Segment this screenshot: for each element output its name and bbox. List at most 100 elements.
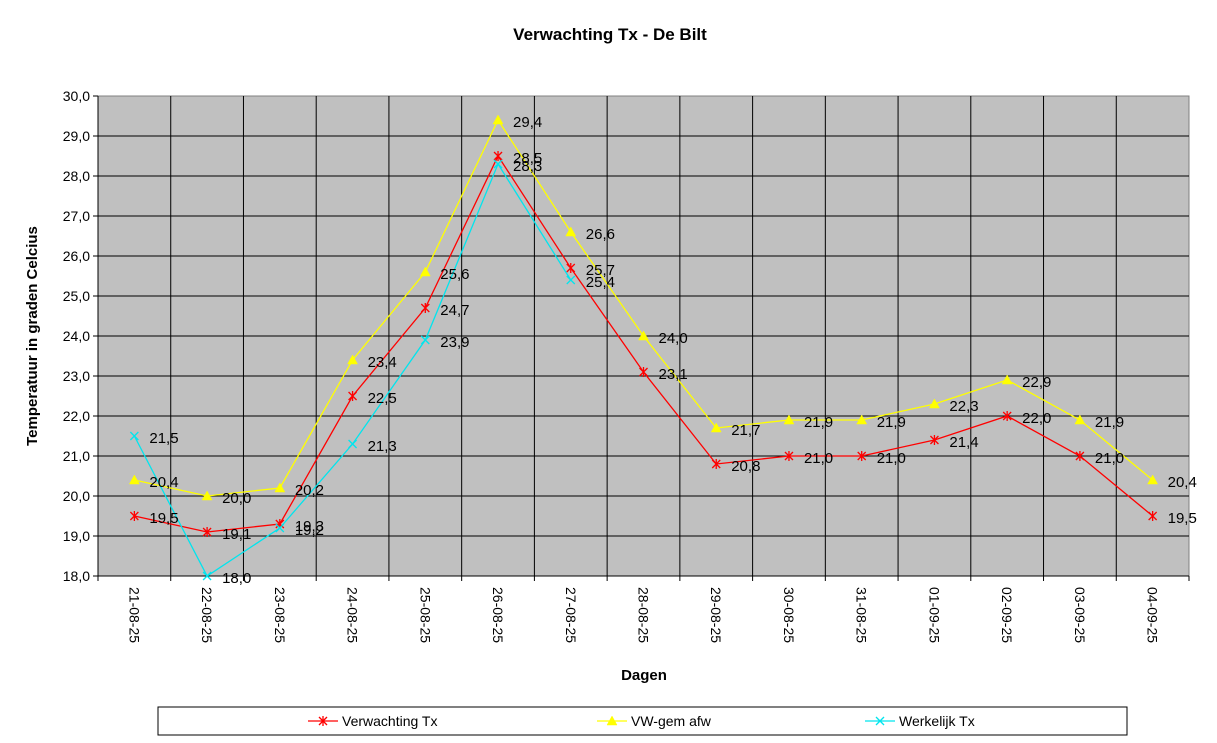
axes [93, 95, 1190, 581]
data-label: 28,3 [513, 158, 542, 175]
data-point [857, 451, 867, 461]
y-tick-label: 23,0 [63, 368, 90, 384]
x-tick-label: 24-08-25 [345, 587, 361, 643]
data-label: 25,7 [586, 262, 615, 279]
data-label: 21,9 [804, 414, 833, 431]
data-point [202, 571, 212, 581]
y-tick-label: 28,0 [63, 168, 90, 184]
y-tick-label: 30,0 [63, 88, 90, 104]
y-axis-title: Temperatuur in graden Celcius [24, 226, 41, 446]
data-label: 19,5 [149, 510, 178, 527]
data-label: 20,4 [1168, 474, 1197, 491]
y-tick-label: 20,0 [63, 488, 90, 504]
y-tick-label: 27,0 [63, 208, 90, 224]
data-label: 28,5 [513, 150, 542, 167]
y-tick-label: 29,0 [63, 128, 90, 144]
data-point [420, 335, 430, 345]
x-tick-label: 27-08-25 [563, 587, 579, 643]
data-point [1074, 414, 1086, 425]
data-point [420, 303, 430, 313]
x-tick-label: 01-09-25 [926, 587, 942, 643]
x-tick-label: 26-08-25 [490, 587, 506, 643]
data-label: 19,3 [295, 518, 324, 535]
data-point [348, 439, 358, 449]
data-point [565, 226, 577, 237]
y-tick-label: 24,0 [63, 328, 90, 344]
data-label: 20,0 [222, 490, 251, 507]
y-tick-label: 21,0 [63, 448, 90, 464]
data-label: 20,2 [295, 482, 324, 499]
chart-title: Verwachting Tx - De Bilt [513, 25, 707, 44]
data-point [639, 367, 648, 377]
x-tick-label: 22-08-25 [199, 587, 215, 643]
data-label: 21,4 [949, 434, 978, 451]
data-point [710, 422, 722, 433]
data-point [275, 523, 285, 533]
data-point [856, 414, 868, 425]
legend-label: Verwachting Tx [342, 713, 437, 729]
data-point [1001, 374, 1013, 385]
y-tick-label: 26,0 [63, 248, 90, 264]
x-tick-label: 23-08-25 [272, 587, 288, 643]
data-point [638, 330, 649, 341]
data-point [929, 398, 940, 409]
x-tick-label: 25-08-25 [417, 587, 433, 643]
data-point [783, 414, 795, 425]
data-point [128, 474, 140, 485]
x-axis-title: Dagen [621, 667, 667, 684]
y-tick-label: 19,0 [63, 528, 90, 544]
data-label: 22,5 [368, 390, 397, 407]
x-tick-label: 28-08-25 [636, 587, 652, 643]
x-tick-label: 29-08-25 [708, 587, 724, 643]
data-point [347, 354, 358, 365]
data-point [493, 151, 503, 161]
data-label: 21,9 [877, 414, 906, 431]
y-tick-label: 22,0 [63, 408, 90, 424]
data-label: 22,3 [949, 398, 978, 415]
data-label: 21,0 [804, 450, 833, 467]
data-point [129, 431, 139, 441]
data-point [129, 511, 139, 521]
data-label: 19,1 [222, 526, 251, 543]
data-label: 23,1 [659, 366, 688, 383]
data-point [1075, 451, 1085, 461]
data-label: 21,0 [1095, 450, 1124, 467]
x-tick-label: 31-08-25 [854, 587, 870, 643]
x-tick-labels: 21-08-25 22-08-25 23-08-25 24-08-25 25-08-25… [126, 587, 1160, 643]
data-label: 22,0 [1022, 410, 1051, 427]
data-label: 23,4 [368, 354, 397, 371]
data-label: 21,5 [149, 430, 178, 447]
y-tick-label: 18,0 [63, 568, 90, 584]
data-label: 19,2 [295, 522, 324, 539]
data-label: 21,0 [877, 450, 906, 467]
data-point [711, 459, 721, 469]
legend-items: Verwachting Tx VW-gem afw Werkelijk Tx [308, 713, 975, 729]
data-point [929, 435, 939, 445]
y-tick-labels: 18,0 19,0 20,0 21,0 22,0 23,0 24,0 25,0 26,0 27,0… [63, 88, 90, 584]
data-point [492, 114, 504, 125]
data-point [201, 490, 213, 501]
data-label: 24,7 [440, 302, 469, 319]
data-point [566, 275, 576, 285]
y-tick-label: 25,0 [63, 288, 90, 304]
legend-marker [606, 715, 618, 726]
x-tick-label: 03-09-25 [1072, 587, 1088, 643]
x-tick-label: 04-09-25 [1145, 587, 1161, 643]
data-point [202, 527, 212, 537]
x-tick-label: 30-08-25 [781, 587, 797, 643]
data-label: 23,9 [440, 334, 469, 351]
data-point [348, 391, 358, 401]
data-point [419, 266, 431, 277]
data-label: 29,4 [513, 114, 542, 131]
data-point [1147, 474, 1159, 485]
gridlines [98, 96, 1189, 576]
legend-marker [318, 716, 328, 726]
data-label: 24,0 [659, 330, 688, 347]
x-tick-label: 02-09-25 [999, 587, 1015, 643]
data-label: 25,6 [440, 266, 469, 283]
data-label: 25,4 [586, 274, 615, 291]
data-point [1002, 411, 1012, 421]
data-label: 20,4 [149, 474, 178, 491]
legend-marker [875, 716, 885, 726]
